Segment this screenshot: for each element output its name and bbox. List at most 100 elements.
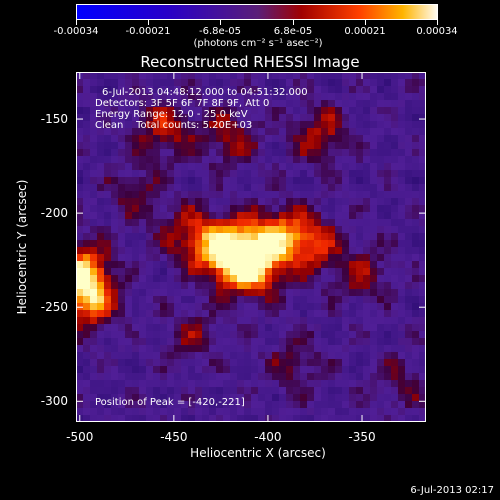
heatmap-cell xyxy=(230,86,238,94)
heatmap-cell xyxy=(286,177,294,185)
heatmap-cell xyxy=(216,184,224,192)
heatmap-cell xyxy=(356,282,364,290)
heatmap-cell xyxy=(188,156,196,164)
heatmap-cell xyxy=(237,324,245,332)
heatmap-cell xyxy=(342,184,350,192)
heatmap-cell xyxy=(391,121,399,129)
heatmap-cell xyxy=(419,289,426,297)
heatmap-cell xyxy=(349,226,357,234)
heatmap-cell xyxy=(321,226,329,234)
heatmap-cell xyxy=(90,415,98,422)
heatmap-cell xyxy=(160,359,168,367)
heatmap-cell xyxy=(363,135,371,143)
heatmap-cell xyxy=(335,128,343,136)
heatmap-cell xyxy=(405,114,413,122)
heatmap-cell xyxy=(90,100,98,108)
heatmap-cell xyxy=(230,184,238,192)
heatmap-cell xyxy=(118,205,126,213)
heatmap-cell xyxy=(398,177,406,185)
heatmap-cell xyxy=(153,163,161,171)
heatmap-cell xyxy=(258,135,266,143)
heatmap-cell xyxy=(195,72,203,80)
heatmap-cell xyxy=(195,184,203,192)
colorbar-tick-label: 6.8e-05 xyxy=(273,26,313,37)
heatmap-cell xyxy=(279,149,287,157)
heatmap-cell xyxy=(342,268,350,276)
heatmap-cell xyxy=(377,170,385,178)
heatmap-cell xyxy=(258,401,266,409)
heatmap-cell xyxy=(244,338,252,346)
heatmap-cell xyxy=(97,408,105,416)
heatmap-cell xyxy=(405,226,413,234)
heatmap-cell xyxy=(97,79,105,87)
heatmap-cell xyxy=(356,135,364,143)
annotation-detectors: Detectors: 3F 5F 6F 7F 8F 9F, Att 0 xyxy=(95,98,270,109)
heatmap-cell xyxy=(384,345,392,353)
heatmap-cell xyxy=(286,79,294,87)
heatmap-cell xyxy=(293,282,301,290)
heatmap-cell xyxy=(153,345,161,353)
heatmap-cell xyxy=(342,114,350,122)
heatmap-cell xyxy=(328,219,336,227)
heatmap-cell xyxy=(244,275,252,283)
heatmap-cell xyxy=(370,247,378,255)
heatmap-cell xyxy=(342,149,350,157)
heatmap-cell xyxy=(237,114,245,122)
heatmap-cell xyxy=(188,359,196,367)
heatmap-cell xyxy=(293,268,301,276)
heatmap-cell xyxy=(97,282,105,290)
heatmap-cell xyxy=(335,156,343,164)
heatmap-cell xyxy=(167,121,175,129)
heatmap-cell xyxy=(356,219,364,227)
heatmap-cell xyxy=(391,324,399,332)
heatmap-cell xyxy=(384,142,392,150)
heatmap-cell xyxy=(279,114,287,122)
heatmap-cell xyxy=(279,191,287,199)
heatmap-cell xyxy=(83,135,91,143)
heatmap-cell xyxy=(139,149,147,157)
heatmap-cell xyxy=(111,121,119,129)
heatmap-cell xyxy=(118,303,126,311)
heatmap-cell xyxy=(223,149,231,157)
heatmap-cell xyxy=(125,261,133,269)
heatmap-cell xyxy=(118,352,126,360)
heatmap-cell xyxy=(384,415,392,422)
heatmap-cell xyxy=(405,268,413,276)
heatmap-cell xyxy=(405,289,413,297)
heatmap-cell xyxy=(237,303,245,311)
heatmap-cell xyxy=(174,289,182,297)
heatmap-cell xyxy=(132,219,140,227)
heatmap-cell xyxy=(419,135,426,143)
heatmap-cell xyxy=(111,275,119,283)
heatmap-cell xyxy=(139,408,147,416)
heatmap-cell xyxy=(83,289,91,297)
heatmap-cell xyxy=(104,212,112,220)
heatmap-cell xyxy=(412,352,420,360)
heatmap-cell xyxy=(349,303,357,311)
heatmap-cell xyxy=(286,114,294,122)
heatmap-cell xyxy=(356,121,364,129)
heatmap-cell xyxy=(90,233,98,241)
heatmap-cell xyxy=(153,331,161,339)
heatmap-cell xyxy=(139,275,147,283)
colorbar-tick-label: 0.00034 xyxy=(416,26,458,37)
heatmap-cell xyxy=(265,261,273,269)
heatmap-cell xyxy=(272,198,280,206)
heatmap-cell xyxy=(412,289,420,297)
heatmap-cell xyxy=(237,240,245,248)
heatmap-cell xyxy=(216,163,224,171)
heatmap-cell xyxy=(223,170,231,178)
heatmap-cell xyxy=(132,394,140,402)
heatmap-cell xyxy=(293,233,301,241)
heatmap-cell xyxy=(244,128,252,136)
heatmap-cell xyxy=(76,219,84,227)
heatmap-cell xyxy=(202,324,210,332)
heatmap-cell xyxy=(146,317,154,325)
heatmap-cell xyxy=(244,198,252,206)
heatmap-cell xyxy=(363,324,371,332)
heatmap-cell xyxy=(258,373,266,381)
heatmap-cell xyxy=(216,310,224,318)
heatmap-cell xyxy=(132,184,140,192)
heatmap-cell xyxy=(349,156,357,164)
heatmap-cell xyxy=(300,303,308,311)
